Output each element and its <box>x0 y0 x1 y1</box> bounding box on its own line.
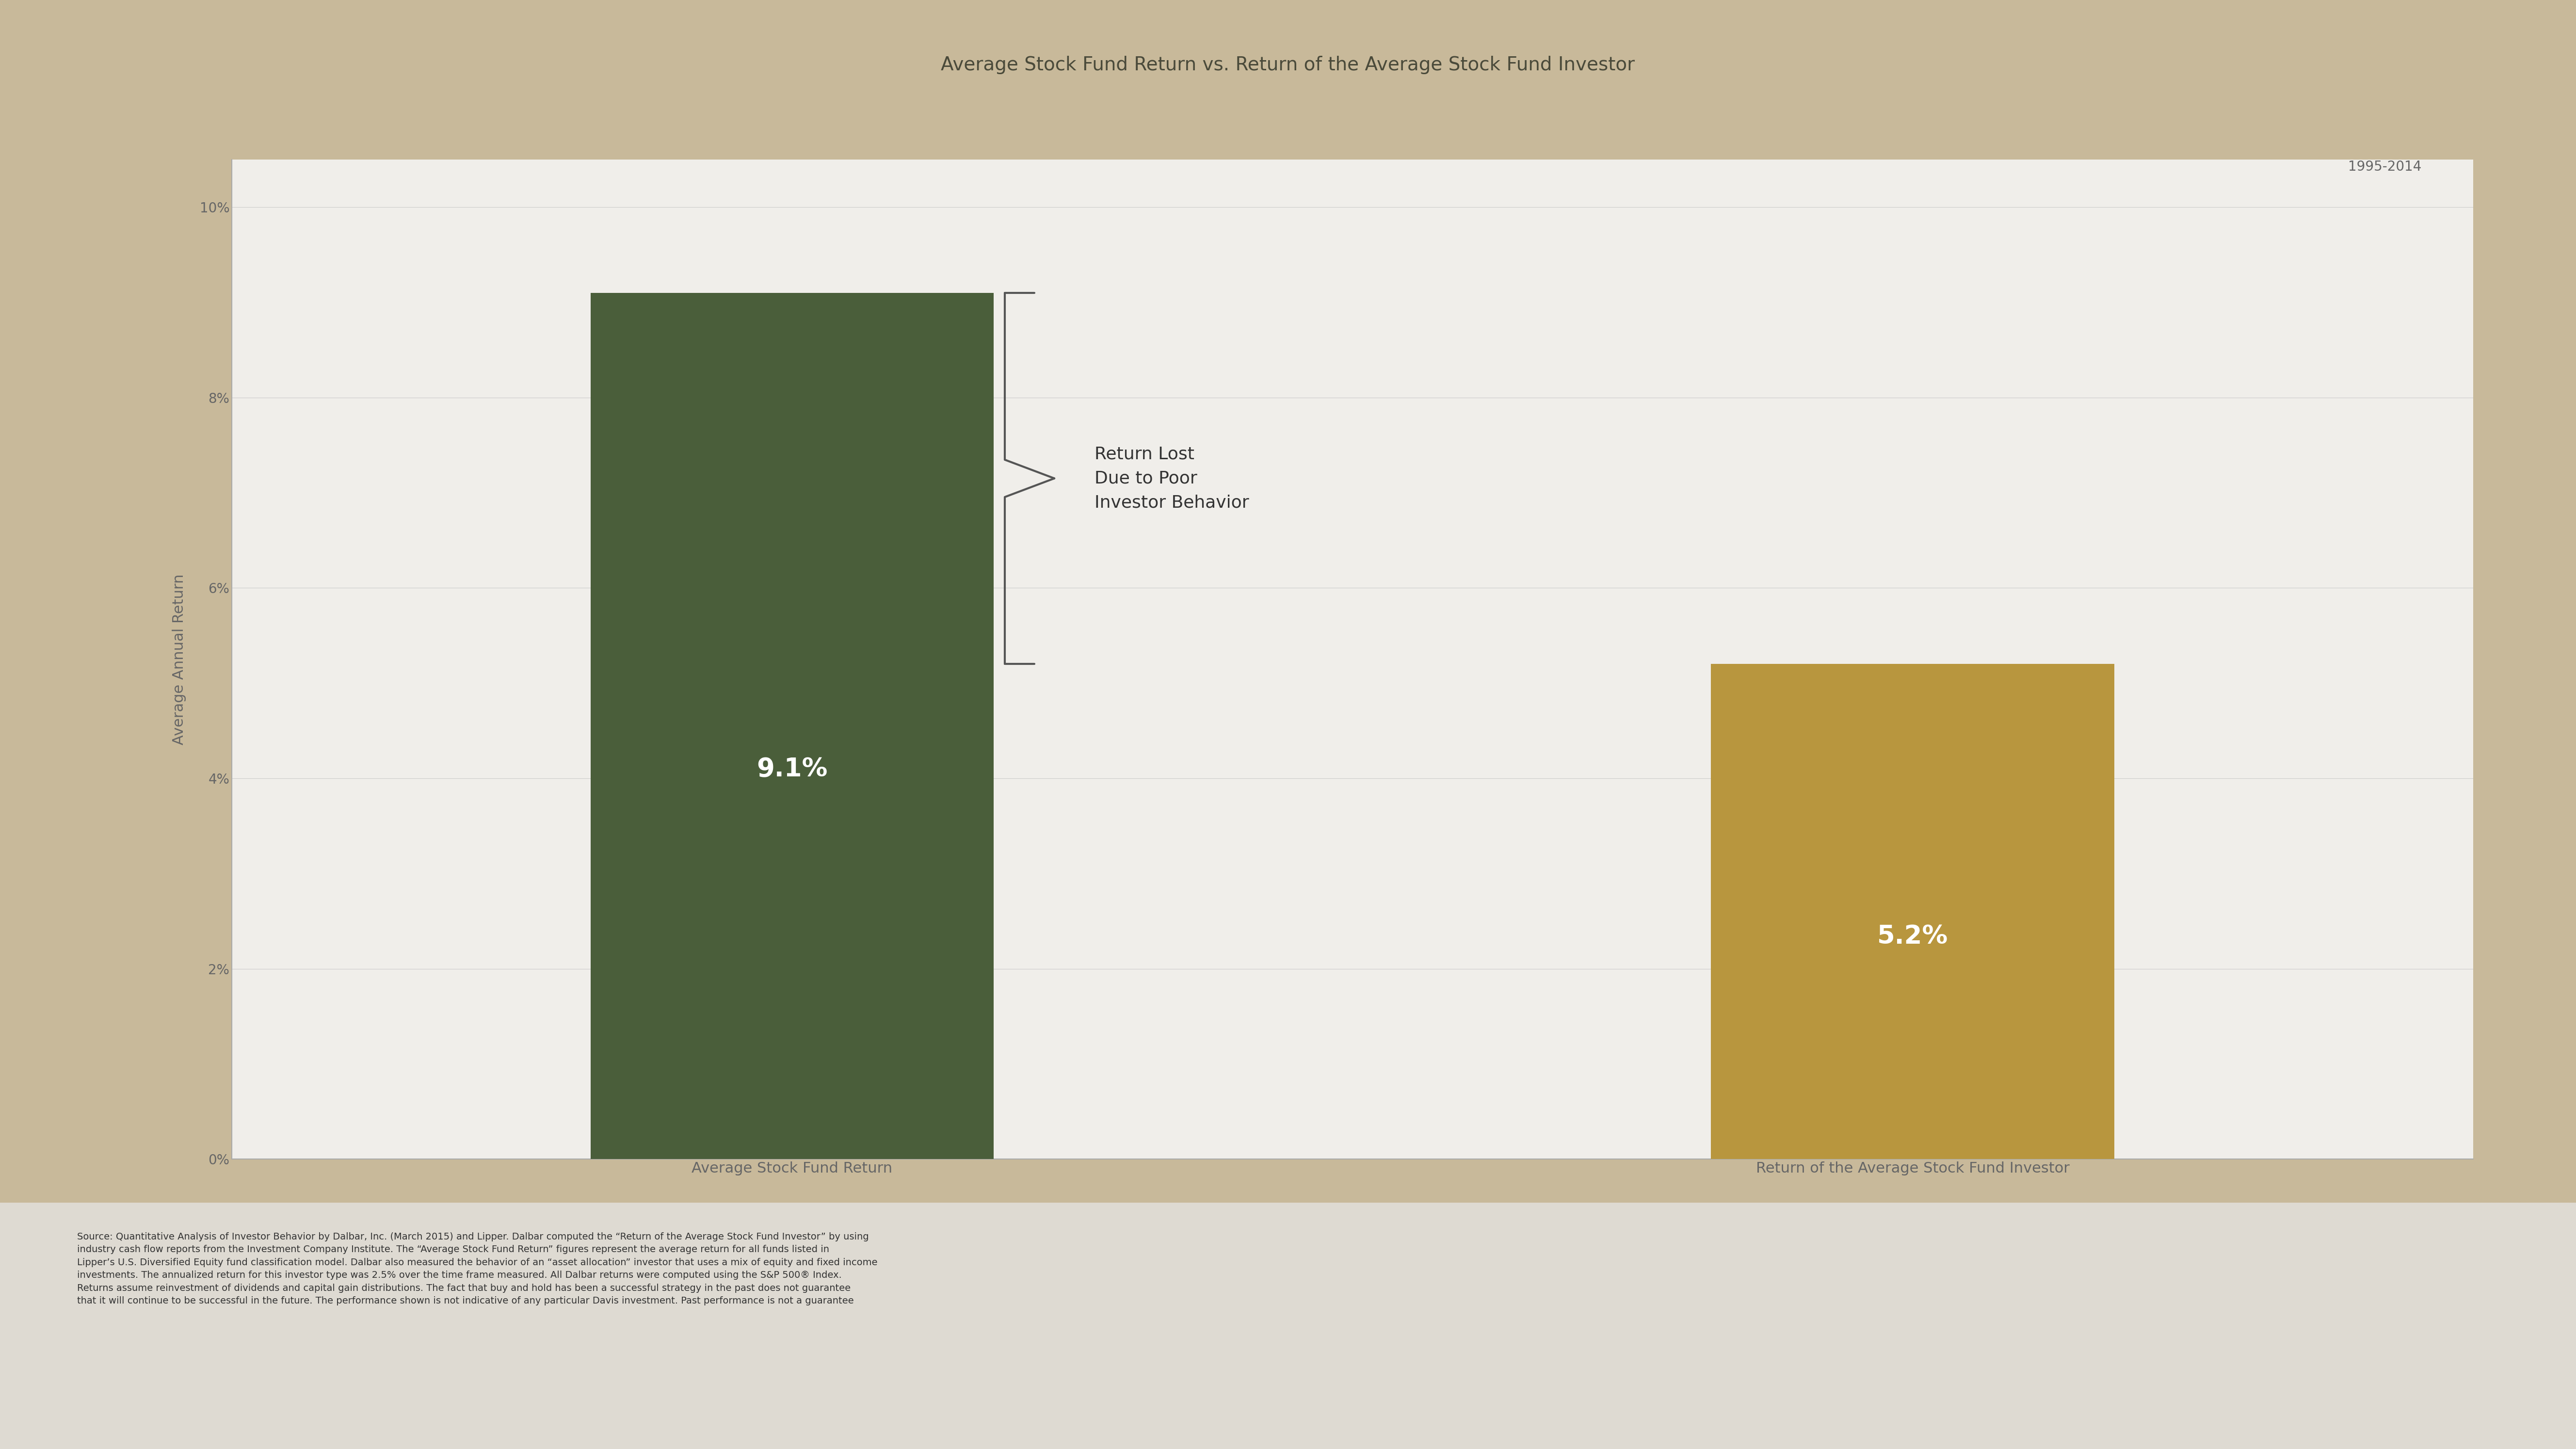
Text: Average Stock Fund Return vs. Return of the Average Stock Fund Investor: Average Stock Fund Return vs. Return of … <box>940 57 1636 74</box>
Y-axis label: Average Annual Return: Average Annual Return <box>173 574 185 745</box>
Bar <box>590 293 994 1159</box>
Text: 9.1%: 9.1% <box>757 756 827 782</box>
Text: Source: Quantitative Analysis of Investor Behavior by Dalbar, Inc. (March 2015) : Source: Quantitative Analysis of Investo… <box>77 1232 878 1306</box>
Bar <box>1710 664 2115 1159</box>
Text: 5.2%: 5.2% <box>1878 924 1947 949</box>
Text: 1995-2014: 1995-2014 <box>2349 159 2421 174</box>
Text: Return Lost
Due to Poor
Investor Behavior: Return Lost Due to Poor Investor Behavio… <box>1095 446 1249 511</box>
